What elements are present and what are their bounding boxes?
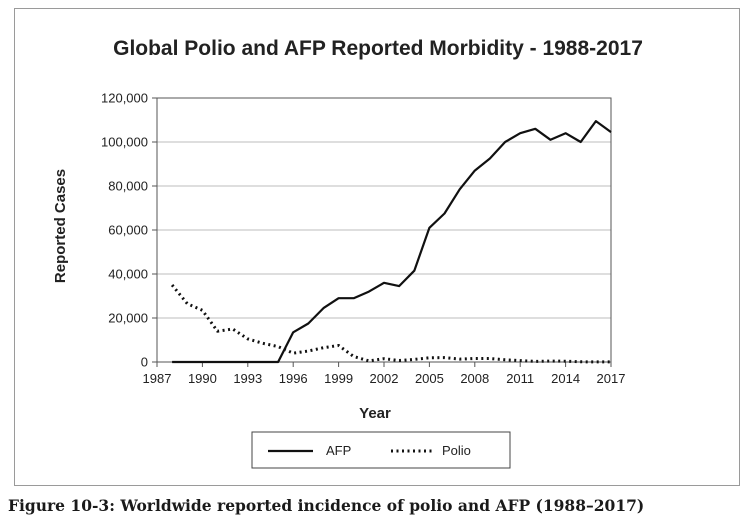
x-tick-label: 2002	[370, 371, 399, 386]
chart-title: Global Polio and AFP Reported Morbidity …	[113, 37, 643, 60]
x-tick-label: 2014	[551, 371, 580, 386]
series-line-afp	[172, 119, 612, 364]
x-tick-label: 2017	[597, 371, 626, 386]
y-tick-label: 0	[141, 355, 148, 370]
plot-area-border	[156, 97, 612, 363]
x-tick-label: 1999	[324, 371, 353, 386]
chart: Global Polio and AFP Reported Morbidity …	[52, 37, 643, 469]
series-lines	[170, 119, 612, 364]
figure-caption: Figure 10-3: Worldwide reported incidenc…	[8, 496, 645, 515]
series-line-polio	[170, 284, 611, 364]
x-tick-label: 1987	[143, 371, 172, 386]
x-axis-ticks: 1987 1990 1993 1996 1999 2002 2005 2008 2011 2014…	[143, 362, 626, 386]
x-tick-label: 2011	[506, 371, 534, 386]
y-tick-label: 80,000	[108, 179, 148, 194]
y-axis-label: Reported Cases	[52, 169, 69, 283]
y-tick-label: 100,000	[101, 135, 148, 150]
x-tick-label: 1996	[279, 371, 308, 386]
figure-frame: Global Polio and AFP Reported Morbidity …	[14, 8, 740, 486]
x-tick-label: 1990	[188, 371, 217, 386]
y-axis-ticks: 0 20,000 40,000 60,000 80,000 100,000 120,000	[101, 91, 157, 370]
y-tick-label: 120,000	[101, 91, 148, 106]
x-tick-label: 2005	[415, 371, 444, 386]
y-tick-label: 20,000	[108, 311, 148, 326]
x-tick-label: 1993	[233, 371, 262, 386]
legend-afp-label: AFP	[326, 443, 351, 458]
x-axis-label: Year	[359, 405, 391, 422]
y-tick-label: 60,000	[108, 223, 148, 238]
y-tick-label: 40,000	[108, 267, 148, 282]
legend-polio-label: Polio	[442, 443, 471, 458]
grid-lines	[157, 141, 611, 319]
legend: AFP Polio	[251, 431, 511, 469]
x-tick-label: 2008	[460, 371, 489, 386]
